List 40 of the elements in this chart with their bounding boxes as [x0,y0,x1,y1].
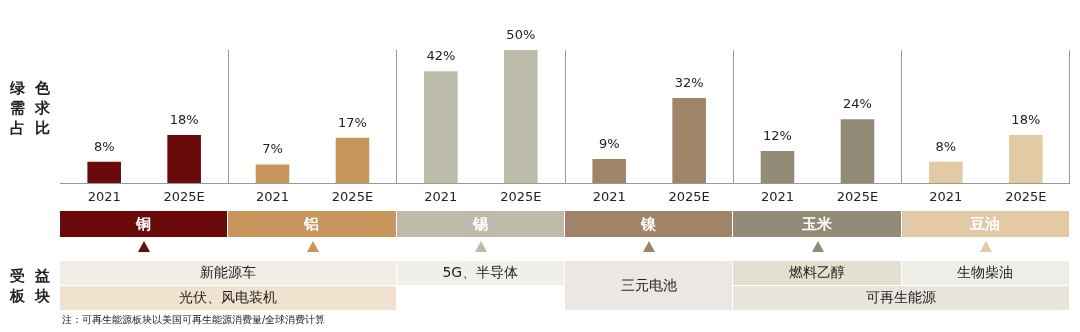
text: 注：可再生能源板块以美国可再生能源消费量/全球消费计算 [62,313,326,327]
data-label: 18% [169,112,199,127]
x-tick-label: 玉米 [733,211,902,237]
x-tick-label: 锡 [396,211,565,237]
x-tick-label: 镍 [565,211,734,237]
text: 2021 [592,188,626,204]
text: 燃料乙醇 [733,261,902,286]
data-label: 18% [1011,112,1041,127]
text: 2025E [1005,188,1047,204]
text: 光伏、风电装机 [60,286,397,311]
y-axis-title: 绿色需求占比 [10,78,60,138]
text: 2021 [255,188,290,204]
text: 2025E [500,188,542,204]
text: 5G、半导体 [396,261,565,286]
text: 2021 [424,188,458,204]
data-label: 12% [763,127,792,143]
data-label: 9% [598,135,620,151]
x-tick-label: 铝 [228,211,397,237]
x-tick-label: 豆油 [901,211,1070,237]
data-label: 24% [843,96,872,112]
text: 2025E [331,188,374,204]
data-label: 8% [935,138,957,154]
text: 2021 [760,188,795,204]
series-label: 2025E [668,188,710,204]
data-label: 8% [93,138,115,154]
text: 2025E [836,188,879,204]
data-label: 7% [262,141,283,157]
data-label: 42% [426,48,456,64]
series-label: 2021 [87,188,121,204]
text: 生物柴油 [901,261,1070,286]
data-label: 50% [506,26,536,42]
x-tick-label: 铜 [60,211,229,237]
data-label: 32% [674,74,704,90]
text: 三元电池 [565,261,734,311]
data-label: 17% [338,114,367,130]
text: 可再生能源 [733,286,1070,311]
text: 2025E [163,188,205,204]
text: 受益板块 [10,266,60,306]
text: 新能源车 [60,261,397,286]
text: 2021 [929,188,963,204]
